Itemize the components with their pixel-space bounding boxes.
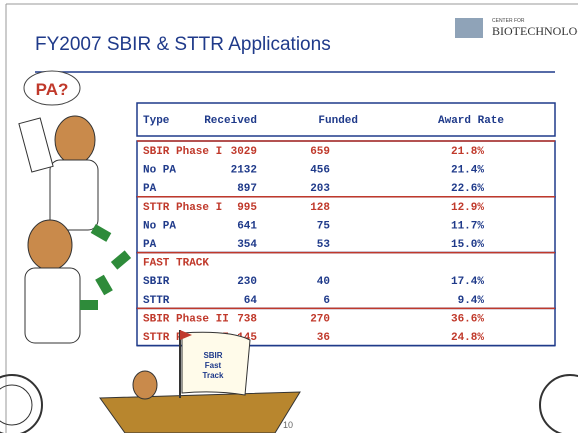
logo-top: CENTER FOR — [492, 18, 525, 24]
cell: 641 — [237, 220, 257, 232]
cell: 203 — [310, 183, 330, 195]
cell: 230 — [237, 276, 257, 288]
cell: 738 — [237, 313, 257, 325]
page-number: 10 — [283, 420, 293, 430]
cell: 36.6% — [451, 313, 484, 325]
cell: 24.8% — [451, 332, 484, 344]
group-box — [136, 140, 556, 198]
cell: No PA — [143, 165, 176, 177]
coat — [24, 267, 81, 344]
seal — [0, 384, 33, 426]
bill — [110, 250, 132, 270]
bill — [95, 274, 113, 296]
cell: STTR — [143, 295, 170, 307]
paper — [18, 117, 54, 173]
cell: 17.4% — [451, 276, 484, 288]
ship — [99, 330, 301, 433]
cell: 3029 — [231, 146, 257, 158]
cell: No PA — [143, 220, 176, 232]
cell: 75 — [317, 220, 331, 232]
head — [27, 219, 73, 271]
logo-icon — [455, 18, 483, 38]
cell: 2132 — [231, 165, 257, 177]
table: Type Received Funded Award Rate SBIR Phase I… — [136, 102, 556, 347]
cell: 270 — [310, 313, 330, 325]
cell: PA — [143, 239, 157, 251]
sail — [181, 331, 251, 396]
cell: 11.7% — [451, 220, 484, 232]
seal — [539, 374, 578, 433]
sail-word: Track — [203, 371, 224, 380]
seal-right — [539, 374, 578, 433]
cell: 21.4% — [451, 165, 484, 177]
header-cell: Received — [204, 115, 257, 127]
cell: 897 — [237, 183, 257, 195]
title: FY2007 SBIR & STTR Applications — [35, 34, 331, 55]
cell: 12.9% — [451, 202, 484, 214]
speech-bubble — [23, 70, 81, 106]
cell: 53 — [317, 239, 331, 251]
coat — [49, 159, 99, 231]
cartoon-thinker: PA? — [18, 70, 99, 231]
header-box — [136, 102, 556, 137]
cell: 995 — [237, 202, 257, 214]
cell: 6 — [323, 295, 330, 307]
head — [132, 370, 158, 400]
cell: SBIR — [143, 276, 170, 288]
header-cell: Funded — [318, 115, 358, 127]
logo-main: BIOTECHNOLOGY — [492, 24, 578, 38]
group-box — [136, 251, 556, 310]
cell: SBIR Phase I — [143, 146, 222, 158]
cartoon-money — [24, 219, 132, 344]
cell: 22.6% — [451, 183, 484, 195]
bill — [80, 300, 98, 310]
cell: PA — [143, 183, 157, 195]
bubble-text: PA? — [36, 80, 69, 99]
cell: 64 — [244, 295, 258, 307]
cell: 21.8% — [451, 146, 484, 158]
cell: 354 — [237, 239, 257, 251]
sail-word: SBIR — [203, 351, 222, 360]
sail-word: Fast — [205, 361, 222, 370]
cell: STTR Phase I — [143, 202, 222, 214]
cell: SBIR Phase II — [143, 313, 229, 325]
cell: 9.4% — [458, 295, 485, 307]
cell: 40 — [317, 276, 330, 288]
bill — [90, 224, 112, 242]
logo: CENTER FOR BIOTECHNOLOGY — [455, 18, 578, 38]
hull — [99, 391, 301, 433]
cell: 456 — [310, 165, 330, 177]
cell: FAST TRACK — [143, 258, 209, 270]
cell: 36 — [317, 332, 330, 344]
header-cell: Type — [143, 115, 170, 127]
cell: 15.0% — [451, 239, 484, 251]
cell: 659 — [310, 146, 330, 158]
cell: 128 — [310, 202, 330, 214]
seal-left — [0, 374, 43, 433]
seal — [0, 374, 43, 433]
header-cell: Award Rate — [438, 115, 504, 127]
head — [54, 115, 96, 165]
flag — [180, 330, 192, 340]
